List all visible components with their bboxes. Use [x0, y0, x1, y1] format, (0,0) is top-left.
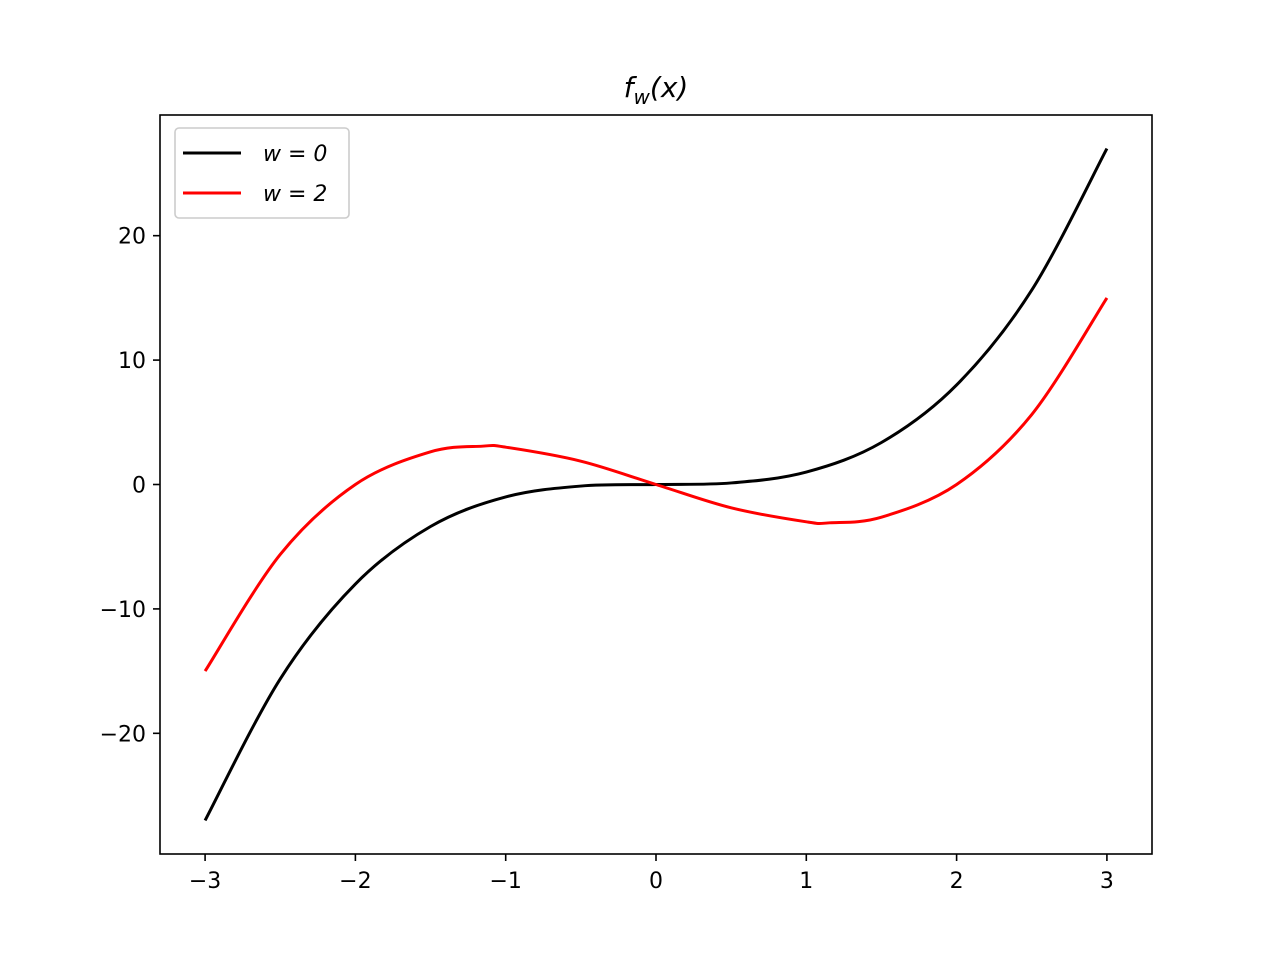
y-tick-label: 20	[118, 225, 146, 250]
y-tick-label: −20	[100, 722, 146, 747]
x-tick-label: 2	[950, 869, 964, 894]
legend: w = 0 w = 2	[174, 127, 350, 219]
legend-label: w = 2	[263, 182, 327, 207]
x-tick-label: −3	[189, 869, 221, 894]
chart-title: fw(x)	[624, 71, 689, 109]
series-line-1	[203, 297, 1109, 672]
x-tick-label: −2	[339, 869, 371, 894]
x-tick-label: 0	[649, 869, 663, 894]
x-tick-label: 3	[1100, 869, 1114, 894]
series-layer	[203, 147, 1109, 822]
x-tick-label: 1	[799, 869, 813, 894]
chart-title-rest: (x)	[650, 71, 688, 104]
chart-title-subscript: w	[634, 85, 651, 109]
y-tick-label: −10	[100, 598, 146, 623]
legend-box	[174, 127, 350, 219]
legend-label: w = 0	[263, 142, 327, 167]
y-tick-label: 10	[118, 349, 146, 374]
x-tick-label: −1	[489, 869, 521, 894]
y-tick-label: 0	[132, 474, 146, 499]
